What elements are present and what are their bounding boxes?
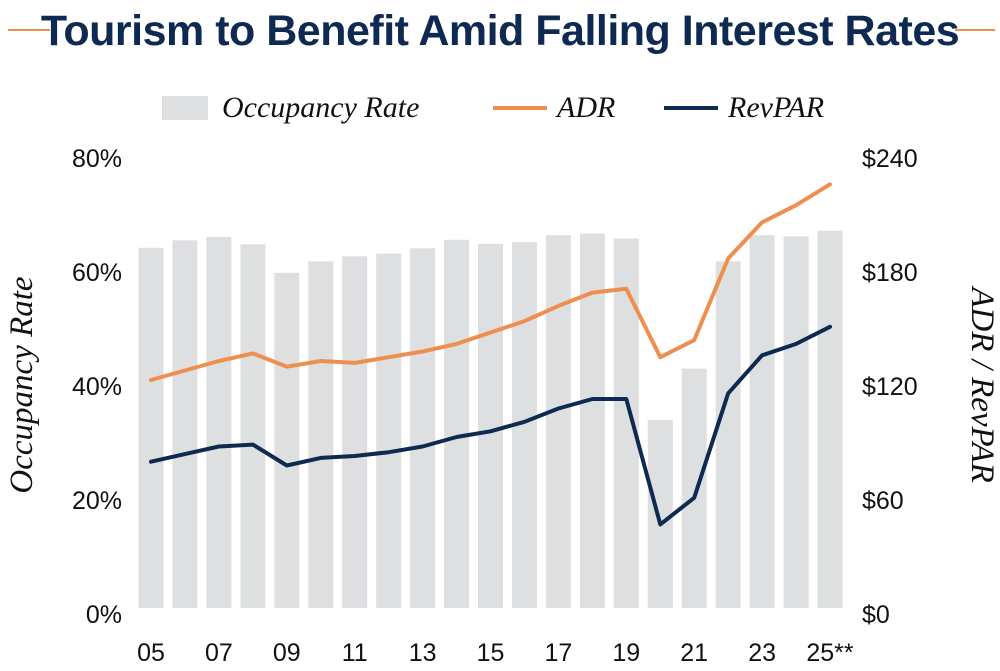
occupancy-bar-15 (478, 243, 503, 609)
y-right-tick: $240 (862, 145, 918, 173)
occupancy-bar-12 (376, 253, 402, 608)
occupancy-bar-17 (545, 235, 571, 608)
occupancy-bar-08 (240, 244, 266, 609)
occupancy-bar-06 (172, 240, 198, 609)
occupancy-bar-23 (749, 235, 775, 608)
occupancy-bars (138, 230, 843, 609)
line-series (149, 182, 832, 527)
y-axis-right-title: ADR / RevPAR (964, 285, 1000, 483)
y-left-tick: 60% (72, 259, 122, 287)
occupancy-bar-21 (681, 368, 707, 608)
y-right-tick: $0 (862, 601, 890, 629)
y-right-tick: $120 (862, 373, 918, 401)
chart-title: Tourism to Benefit Amid Falling Interest… (41, 7, 959, 55)
occupancy-bar-13 (410, 248, 436, 609)
legend: Occupancy Rate ADR RevPAR (162, 91, 824, 124)
y-right-tick: $60 (862, 487, 904, 515)
x-tick-label: 07 (205, 639, 233, 667)
occupancy-bar-25** (817, 230, 843, 608)
x-tick-label: 17 (544, 639, 572, 667)
x-tick-label: 05 (137, 639, 165, 667)
x-tick-label: 11 (342, 639, 368, 667)
line-revpar (149, 324, 832, 527)
x-tick-label: 21 (680, 639, 708, 667)
x-tick-label: 23 (748, 639, 776, 667)
x-axis-ticks: 05 07 09 11 13 15 17 19 21 23 25** (137, 639, 854, 667)
y-left-tick: 20% (72, 487, 122, 515)
occupancy-bar-05 (138, 247, 164, 609)
y-left-tick: 80% (72, 145, 122, 173)
x-tick-label: 15 (477, 639, 505, 667)
legend-label-adr: ADR (555, 91, 615, 124)
line-adr (149, 182, 832, 382)
occupancy-bar-19 (613, 238, 639, 608)
y-left-tick: 40% (72, 373, 122, 401)
occupancy-bar-10 (308, 261, 334, 608)
y-axis-left-title: Occupancy Rate (4, 276, 40, 493)
y-axis-right-ticks: $240 $180 $120 $60 $0 (862, 145, 918, 629)
y-axis-left-ticks: 80% 60% 40% 20% 0% (72, 145, 122, 629)
occupancy-bar-11 (342, 256, 368, 608)
x-tick-label: 19 (612, 639, 640, 667)
occupancy-bar-09 (274, 272, 300, 608)
occupancy-bar-20 (647, 419, 673, 608)
y-left-tick: 0% (86, 601, 122, 629)
legend-swatch-occupancy (162, 96, 208, 120)
occupancy-bar-24 (783, 236, 809, 608)
occupancy-bar-14 (444, 239, 470, 609)
x-tick-label: 25** (806, 639, 854, 667)
y-right-tick: $180 (862, 259, 918, 287)
x-tick-label: 09 (273, 639, 301, 667)
legend-label-occupancy: Occupancy Rate (222, 91, 419, 124)
x-tick-label: 13 (409, 639, 437, 667)
legend-label-revpar: RevPAR (727, 91, 824, 124)
occupancy-bar-07 (206, 236, 232, 608)
occupancy-bar-22 (715, 261, 741, 608)
